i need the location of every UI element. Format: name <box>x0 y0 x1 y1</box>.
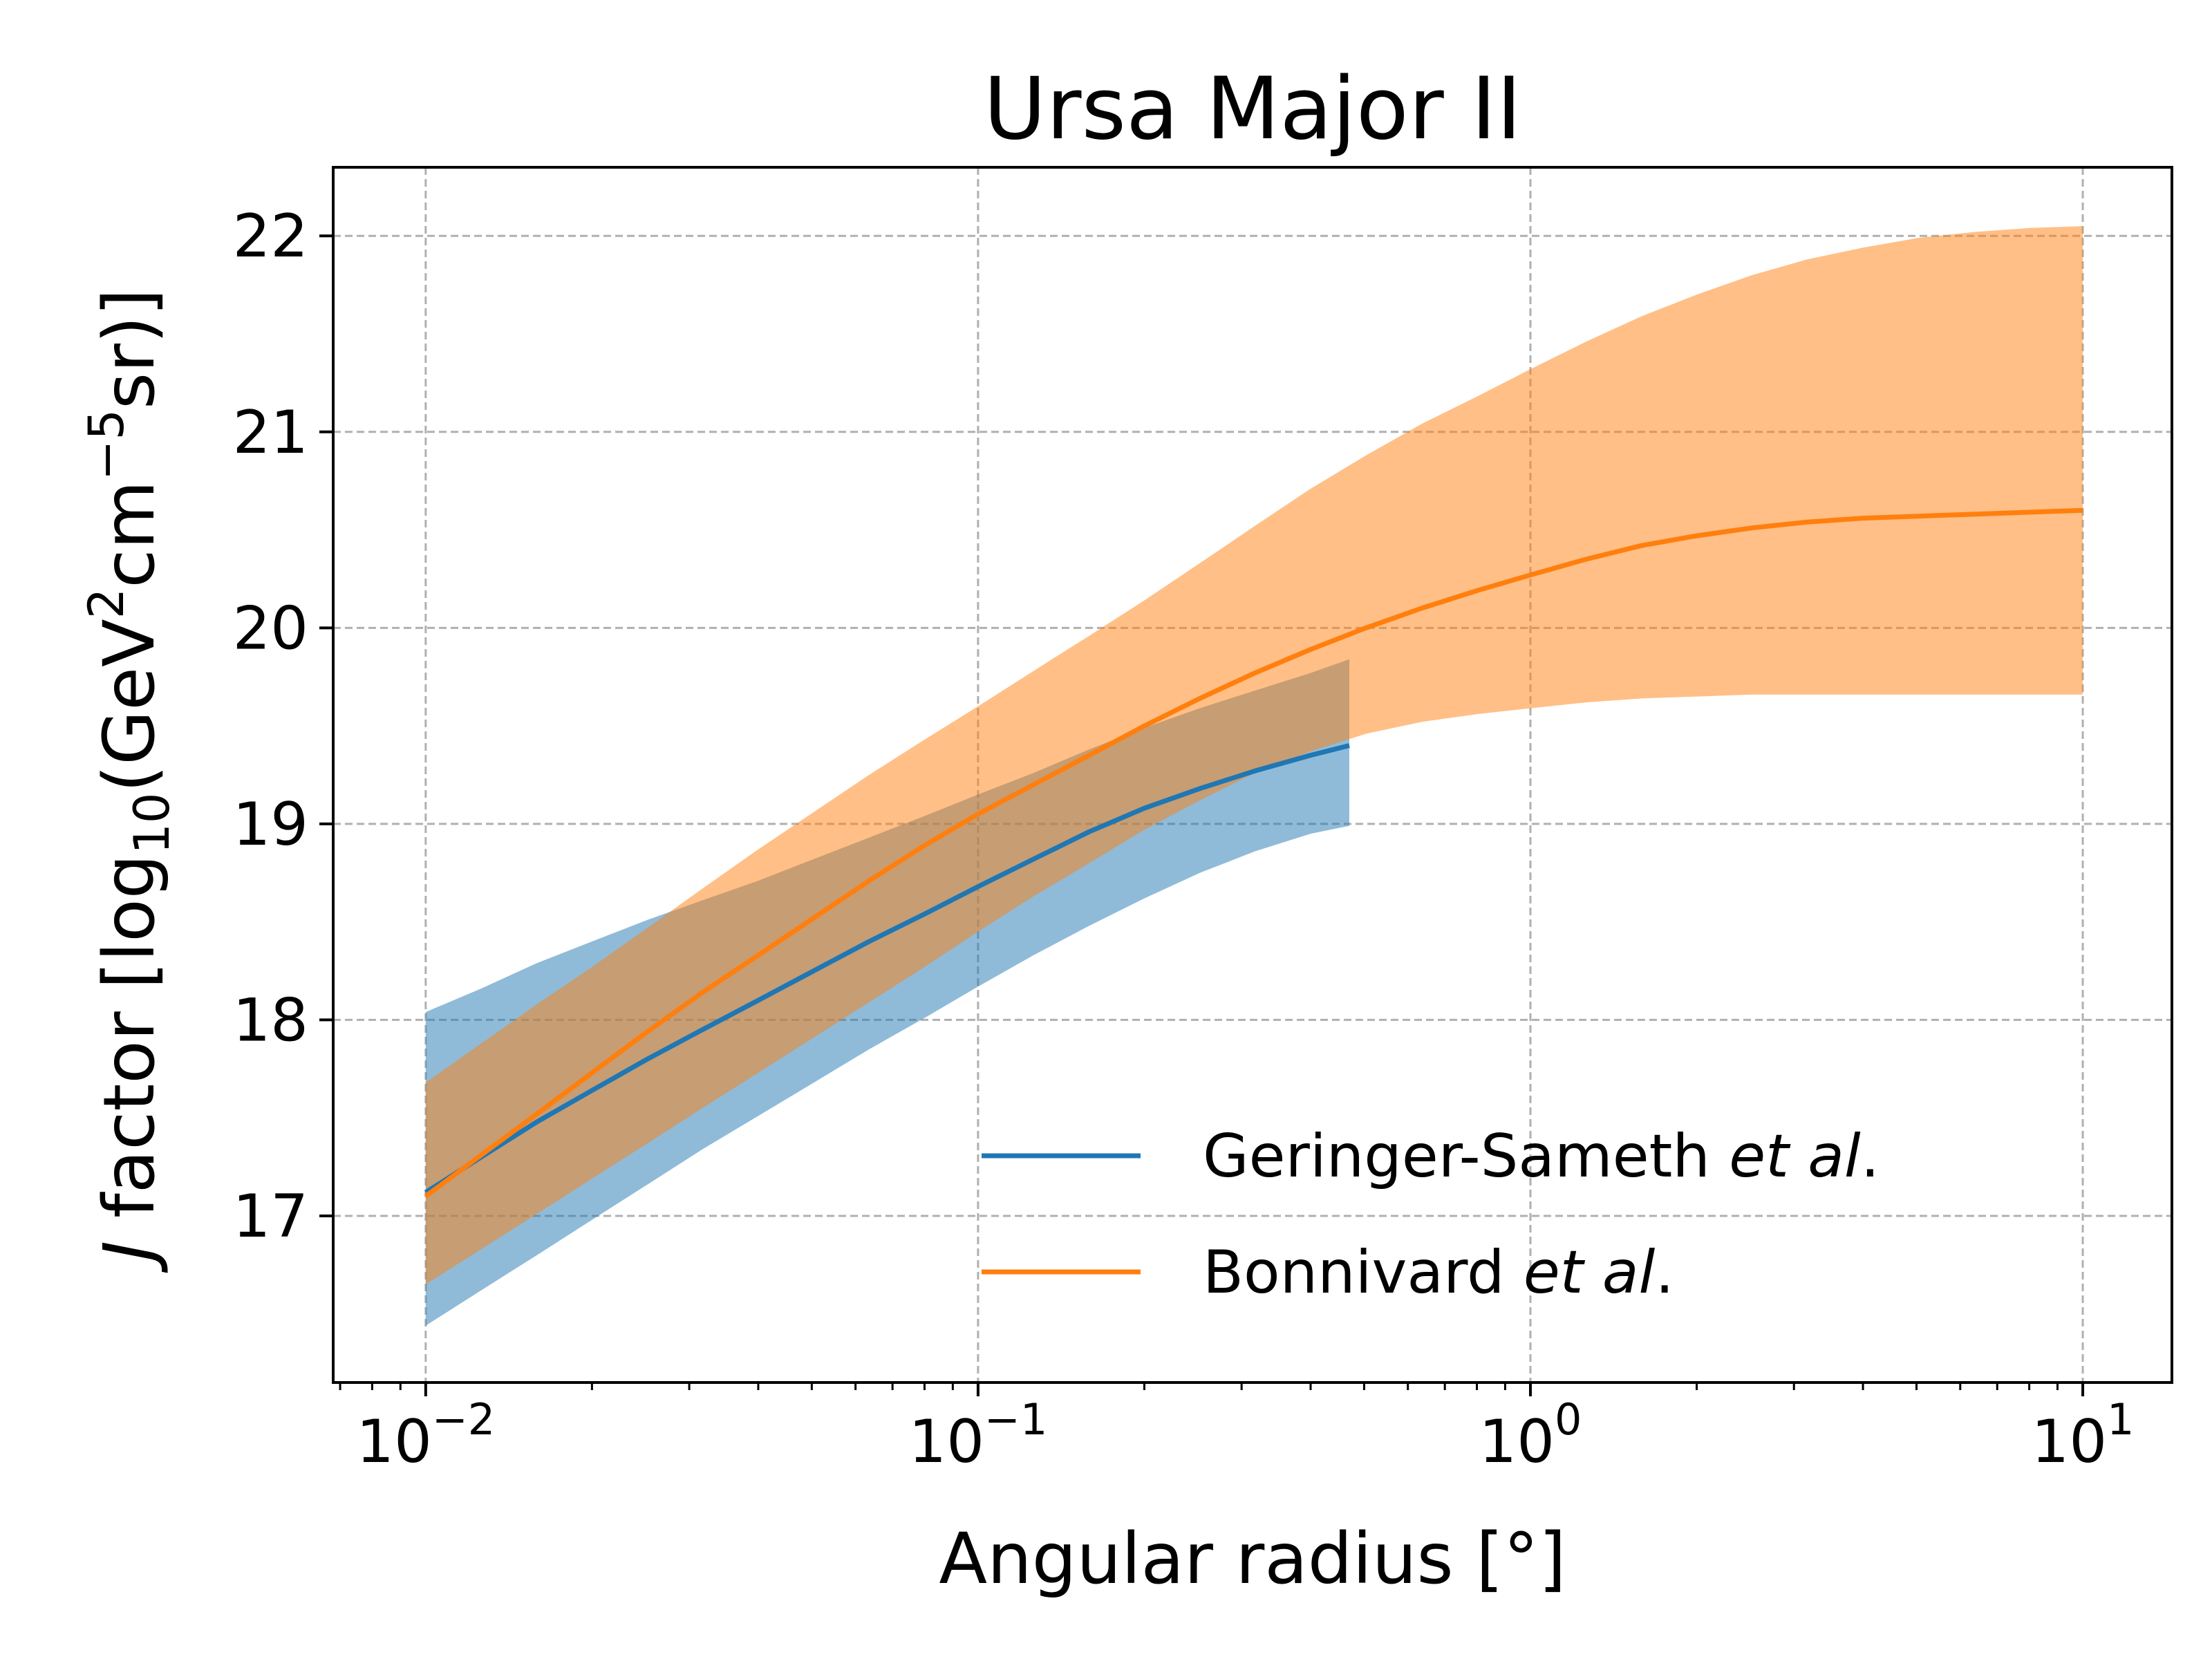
y-label-end: sr)] <box>88 288 171 409</box>
x-tick-label: 101 <box>2032 1394 2135 1477</box>
legend: Geringer-Sameth et al. Bonnivard et al. <box>982 1122 1880 1307</box>
band-bonnivard <box>425 226 2083 1285</box>
axis-ticks: 10−2 10−1 100 101 17 18 19 20 21 22 <box>233 202 2135 1477</box>
y-tick-label: 20 <box>233 594 308 663</box>
x-tick-label: 100 <box>1479 1394 1582 1477</box>
legend-label-bonnivard: Bonnivard et al. <box>1203 1238 1674 1307</box>
y-label-text: factor [log <box>88 854 171 1241</box>
plot-frame <box>332 166 2173 1384</box>
y-label-sup1: 2 <box>78 588 135 619</box>
y-label-sup2: −5 <box>78 409 135 480</box>
y-label-italic: J <box>88 1241 171 1273</box>
x-tick-label: 10−2 <box>356 1394 495 1477</box>
x-axis-label: Angular radius [°] <box>939 1518 1566 1600</box>
y-label-mid1: (GeV <box>88 619 171 792</box>
chart-title: Ursa Major II <box>984 59 1522 159</box>
legend-label-geringer-sameth: Geringer-Sameth et al. <box>1203 1122 1880 1191</box>
y-label-sub: 10 <box>124 793 180 854</box>
x-tick-label: 10−1 <box>908 1394 1047 1477</box>
y-label-mid2: cm <box>88 480 171 588</box>
uncertainty-bands <box>425 226 2083 1326</box>
line-geringer-sameth <box>424 743 1350 1194</box>
y-tick-label: 17 <box>233 1182 308 1251</box>
series-lines <box>424 507 2083 1199</box>
y-axis-label: J factor [log10(GeV2cm−5sr)] <box>78 288 180 1273</box>
y-tick-label: 18 <box>233 986 308 1055</box>
y-tick-label: 22 <box>233 202 308 271</box>
line-bonnivard <box>424 507 2083 1199</box>
y-tick-label: 19 <box>233 790 308 859</box>
y-tick-label: 21 <box>233 398 308 467</box>
